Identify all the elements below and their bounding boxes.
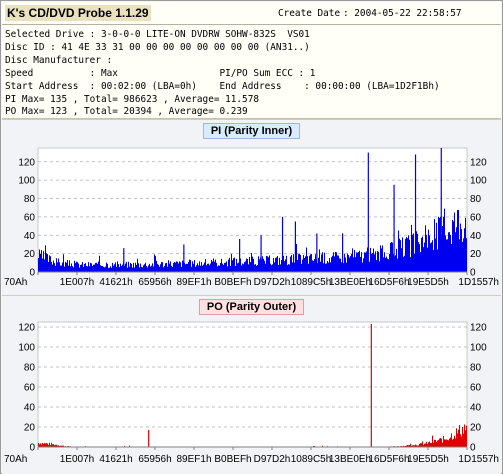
x-tick-label: 41621h (99, 454, 132, 465)
y-tick-label-left: 20 (24, 423, 36, 434)
po-chart-panel: PO (Parity Outer) 0 0 20 20 40 40 60 60 80 80 100 1… (2, 295, 501, 474)
y-tick-label-left: 100 (18, 176, 35, 187)
x-tick-label: 70Ah (4, 454, 27, 465)
create-date-label: Create Date (278, 8, 341, 19)
y-tick-label-right: 20 (470, 249, 482, 260)
selected-drive-line: Selected Drive : 3-0-0-0 LITE-ON DVDRW S… (5, 29, 310, 40)
po-chart-title-text: PO (Parity Outer) (198, 299, 305, 315)
x-tick-label: 16D5F6h (368, 277, 409, 288)
y-tick-label-left: 40 (24, 403, 36, 414)
x-tick-label: 65956h (138, 454, 171, 465)
x-tick-label: 19E5D5h (407, 454, 449, 465)
disc-id-line: Disc ID : 41 4E 33 31 00 00 00 00 00 00 … (5, 42, 310, 53)
y-tick-label-left: 60 (24, 212, 36, 223)
x-tick-label: 13BE0Eh (329, 454, 371, 465)
po-summary-line: PO Max= 123 , Total= 20394 , Average= 0.… (5, 106, 248, 117)
x-tick-label: D97D2h (254, 454, 291, 465)
series-bars (38, 208, 467, 272)
po-chart-title: PO (Parity Outer) (2, 299, 501, 315)
x-tick-label: 1E007h (60, 277, 94, 288)
y-tick-label-left: 20 (24, 249, 36, 260)
x-tick-label: 89EF1h (176, 277, 211, 288)
y-tick-label-left: 0 (29, 268, 35, 279)
po-chart: 0 0 20 20 40 40 60 60 80 80 100 100 120 120 70Ah 1E007h… (4, 321, 499, 465)
x-tick-label: 1D1557h (458, 454, 499, 465)
x-tick-label: 1089C5h (291, 277, 332, 288)
y-tick-label-right: 60 (470, 212, 482, 223)
y-tick-label-right: 40 (470, 231, 482, 242)
plot-area (37, 147, 468, 273)
x-tick-label: 13BE0Eh (329, 277, 371, 288)
pi-chart: 0 0 20 20 40 40 60 60 80 80 100 100 120 120 70Ah 1E007h… (4, 147, 499, 288)
y-tick-label-left: 40 (24, 231, 36, 242)
y-tick-label-right: 40 (470, 403, 482, 414)
pi-chart-title: PI (Parity Inner) (2, 123, 501, 139)
series-bars (38, 424, 467, 447)
x-tick-label: D97D2h (254, 277, 291, 288)
y-tick-label-right: 0 (470, 268, 476, 279)
y-tick-label-left: 100 (18, 343, 35, 354)
x-tick-label: 1E007h (60, 454, 94, 465)
y-tick-label-left: 120 (18, 157, 35, 168)
y-tick-label-left: 0 (29, 443, 35, 454)
disc-manufacturer-line: Disc Manufacturer : (5, 55, 113, 66)
x-tick-label: 1089C5h (291, 454, 332, 465)
x-tick-label: 19E5D5h (407, 277, 449, 288)
y-tick-label-left: 60 (24, 383, 36, 394)
y-tick-label-left: 80 (24, 194, 36, 205)
speed-line: Speed : Max PI/PO Sum ECC : 1 (5, 68, 316, 79)
y-tick-label-right: 80 (470, 363, 482, 374)
y-tick-label-right: 80 (470, 194, 482, 205)
disc-info-header: K's CD/DVD Probe 1.1.29 Create Date : 20… (2, 2, 501, 119)
plot-area (37, 321, 468, 448)
y-tick-label-left: 120 (18, 323, 35, 334)
pi-chart-title-text: PI (Parity Inner) (202, 123, 301, 139)
x-tick-label: 89EF1h (176, 454, 211, 465)
x-tick-label: 70Ah (4, 277, 27, 288)
address-line: Start Address : 00:02:00 (LBA=0h) End Ad… (5, 81, 440, 92)
y-tick-label-right: 20 (470, 423, 482, 434)
y-tick-label-right: 100 (470, 343, 487, 354)
y-tick-label-right: 120 (470, 157, 487, 168)
y-tick-label-right: 100 (470, 176, 487, 187)
x-tick-label: 1D1557h (458, 277, 499, 288)
pi-chart-panel: PI (Parity Inner) 0 0 20 20 40 40 60 60 80 80 100 1… (2, 119, 501, 296)
y-tick-label-left: 80 (24, 363, 36, 374)
y-tick-label-right: 120 (470, 323, 487, 334)
x-tick-label: B0BEFh (214, 454, 251, 465)
x-tick-label: 16D5F6h (368, 454, 409, 465)
header-divider (2, 24, 501, 25)
y-tick-label-right: 0 (470, 443, 476, 454)
create-date-value: : 2004-05-22 22:58:57 (343, 8, 462, 19)
y-tick-label-right: 60 (470, 383, 482, 394)
x-tick-label: 65956h (138, 277, 171, 288)
x-tick-label: B0BEFh (214, 277, 251, 288)
x-tick-label: 41621h (99, 277, 132, 288)
pi-summary-line: PI Max= 135 , Total= 986623 , Average= 1… (5, 94, 259, 105)
app-title: K's CD/DVD Probe 1.1.29 (5, 5, 151, 21)
